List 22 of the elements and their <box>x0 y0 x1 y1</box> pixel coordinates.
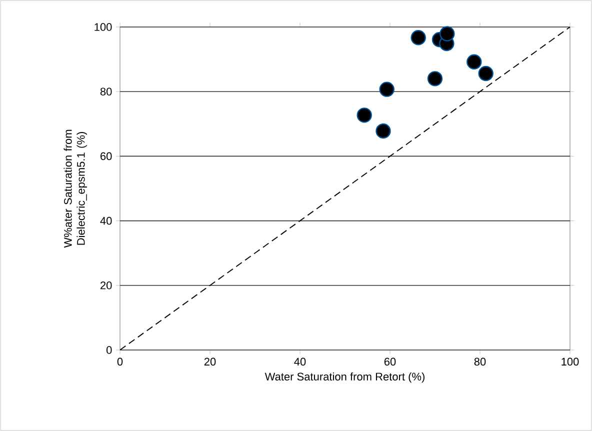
y-tick-label: 0 <box>106 346 112 354</box>
y-tick-label: 20 <box>100 282 112 290</box>
y-tick-label: 40 <box>100 216 112 225</box>
point <box>410 30 426 46</box>
point <box>440 26 455 42</box>
point <box>427 71 443 86</box>
point <box>379 82 394 97</box>
point <box>376 123 391 139</box>
x-tick-label: 0 <box>117 358 123 366</box>
point <box>356 108 372 123</box>
x-tick-label: 40 <box>294 358 306 366</box>
x-tick-label: 20 <box>204 358 216 366</box>
y-tick-label: 80 <box>100 88 112 96</box>
y-axis-title: W%ater Saturation from Dielectric_epsm5.1 (%) <box>64 130 87 248</box>
x-tick-label: 100 <box>562 358 579 366</box>
x-axis-title: Water Saturation from Retort (%) <box>264 372 424 383</box>
y-tick-label: 100 <box>94 23 112 31</box>
y-tick-label: 60 <box>100 152 112 160</box>
x-tick-label: 80 <box>474 358 486 366</box>
point <box>466 54 482 70</box>
point <box>478 66 494 82</box>
x-tick-label: 60 <box>384 358 396 366</box>
